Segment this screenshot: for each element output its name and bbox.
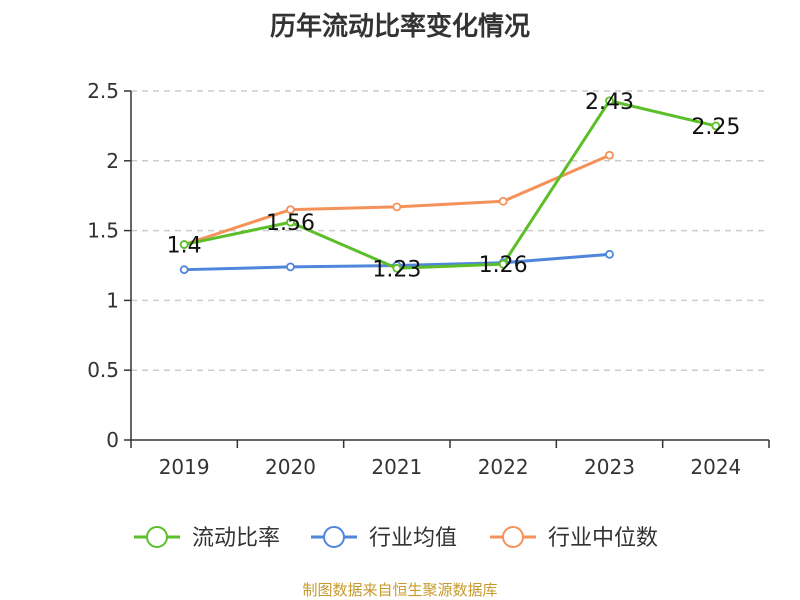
data-label: 1.56 (266, 211, 315, 236)
data-point (498, 259, 508, 269)
data-label: 2.43 (585, 90, 634, 115)
x-tick-label: 2020 (265, 455, 316, 479)
legend-label: 行业均值 (369, 526, 457, 551)
data-point (392, 202, 402, 212)
legend-item: 流动比率 (134, 526, 280, 551)
y-tick-label: 1.5 (87, 219, 119, 243)
y-tick-label: 0 (106, 428, 119, 452)
grid-lines (131, 90, 769, 371)
series-line-0 (183, 99, 717, 270)
axes: 0 0.5 1 1.5 2 2.5 2019 2020 2021 2022 2023 2024 (87, 79, 770, 479)
data-point (286, 262, 295, 272)
data-point (179, 240, 189, 249)
legend-item: 行业均值 (311, 526, 457, 551)
x-tick-label: 2022 (478, 455, 529, 479)
legend-marker-icon (146, 526, 168, 548)
data-label: 2.25 (691, 115, 740, 140)
data-label: 1.26 (479, 253, 528, 278)
data-point (392, 263, 402, 273)
data-label: 1.23 (372, 257, 421, 282)
source-footer: 制图数据来自恒生聚源数据库 (302, 581, 498, 599)
legend-item: 行业中位数 (490, 526, 658, 551)
legend-marker-icon (502, 526, 524, 548)
y-tick-label: 0.5 (87, 358, 119, 382)
data-point (605, 150, 614, 160)
x-tick-label: 2024 (690, 455, 741, 479)
data-point (286, 217, 295, 227)
chart-title: 历年流动比率变化情况 (269, 12, 530, 42)
data-labels: 1.4 1.56 1.23 1.26 2.43 2.25 (167, 90, 741, 283)
legend: 流动比率 行业均值 行业中位数 (134, 526, 658, 551)
data-point (605, 249, 614, 259)
x-tick-label: 2021 (371, 455, 422, 479)
data-point (286, 205, 295, 215)
legend-label: 流动比率 (192, 526, 280, 551)
data-point (711, 121, 721, 131)
x-tick-label: 2019 (159, 455, 210, 479)
data-point (498, 196, 508, 206)
data-point (605, 96, 614, 106)
series (179, 96, 721, 275)
legend-marker-icon (323, 526, 345, 548)
y-tick-label: 2.5 (87, 79, 119, 103)
legend-label: 行业中位数 (548, 526, 658, 551)
y-tick-label: 2 (106, 149, 119, 173)
data-point (179, 265, 189, 275)
y-tick-label: 1 (106, 288, 119, 312)
data-label: 1.4 (167, 234, 202, 259)
x-tick-label: 2023 (584, 455, 635, 479)
